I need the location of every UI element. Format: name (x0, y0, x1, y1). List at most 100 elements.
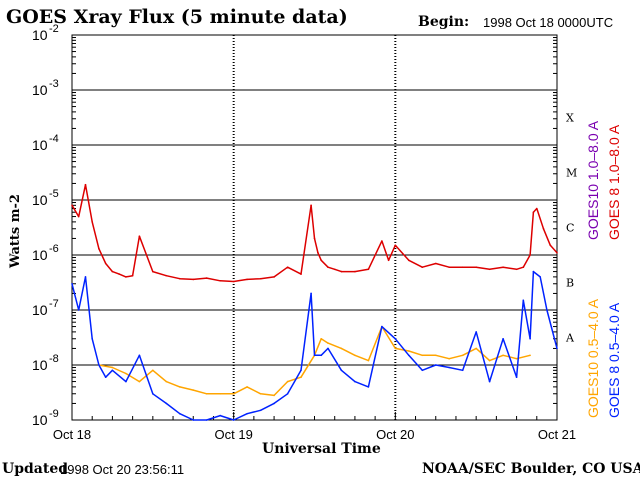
series-point (421, 369, 424, 372)
series-point (165, 274, 168, 277)
series-point (448, 266, 451, 269)
series-point (71, 283, 73, 285)
series-point (421, 354, 424, 357)
series-point (219, 393, 221, 395)
series-point (515, 376, 518, 379)
series-point (84, 276, 87, 278)
series-point (354, 354, 356, 357)
chart-title: GOES Xray Flux (5 minute data) (6, 6, 348, 28)
y-tick-label: 10 (32, 412, 48, 428)
series-point (394, 347, 397, 350)
series-point (259, 393, 262, 395)
series-point (475, 347, 478, 350)
series-point (310, 292, 312, 295)
series-point (152, 393, 154, 395)
y-tick-label: 10 (32, 192, 48, 208)
series-point (408, 259, 410, 262)
series-point (152, 270, 154, 273)
series-line (71, 270, 558, 421)
series-point (111, 369, 114, 372)
y-tick-label: 10 (32, 302, 48, 318)
plot-frame (71, 34, 558, 421)
series-point (286, 380, 289, 383)
series-point (327, 347, 329, 350)
x-tick-label: Oct 19 (215, 427, 253, 442)
series-point (273, 402, 275, 405)
series-point (232, 393, 235, 395)
series-point (104, 262, 107, 265)
series-point (408, 350, 410, 352)
updated-value: 1998 Oct 20 23:56:11 (60, 462, 185, 477)
series-point (381, 240, 383, 242)
series-point (408, 354, 410, 357)
series-point (77, 215, 80, 218)
updated-label: Updated (2, 461, 69, 477)
series-point (313, 354, 316, 357)
series-point (367, 268, 370, 271)
series-point (192, 419, 195, 421)
series-point (327, 342, 329, 344)
series-point (192, 278, 195, 281)
y-tick-label: 10 (32, 82, 48, 98)
series-point (461, 266, 464, 269)
series-point (529, 254, 531, 256)
credit-text: NOAA/SEC Boulder, CO USA (422, 461, 640, 477)
begin-value: 1998 Oct 18 0000UTC (483, 15, 614, 30)
series-point (556, 251, 558, 254)
series-point (394, 244, 397, 247)
series-point (488, 380, 491, 383)
series-point (131, 274, 134, 277)
series-point (435, 262, 437, 265)
series-point (165, 402, 168, 405)
series-point (549, 244, 552, 247)
series-point (286, 393, 289, 395)
x-axis-label: Universal Time (262, 441, 381, 457)
series-point (125, 372, 127, 375)
series-point (259, 409, 262, 412)
series-point (300, 273, 302, 275)
series-point (192, 389, 195, 391)
y-tick-exponent: -3 (49, 78, 59, 90)
series-point (219, 280, 221, 282)
series-point (232, 280, 235, 283)
series-point (532, 270, 535, 273)
series-point (179, 386, 181, 388)
series-point (111, 270, 114, 273)
series-point (340, 347, 343, 350)
series-point (320, 338, 323, 340)
series-point (205, 393, 208, 395)
series-point (320, 259, 323, 262)
series-point (502, 266, 504, 269)
series-point (354, 380, 356, 383)
series-point (475, 331, 478, 333)
y-tick-exponent: -6 (49, 243, 59, 255)
series-point (387, 259, 390, 262)
series-point (475, 266, 478, 269)
series-point (488, 268, 491, 271)
series-point (246, 412, 248, 415)
series-point (300, 376, 302, 379)
series-point (536, 207, 538, 210)
series-point (515, 357, 518, 360)
y-tick-label: 10 (32, 247, 48, 263)
x-tick-label: Oct 21 (538, 427, 576, 442)
x-tick-label: Oct 18 (53, 427, 91, 442)
series-point (310, 204, 312, 207)
y-tick-label: 10 (32, 27, 48, 43)
series-point (333, 268, 336, 271)
series-point (313, 237, 316, 240)
y-tick-label: 10 (32, 357, 48, 373)
begin-label: Begin: (418, 14, 470, 30)
series-point (300, 369, 302, 372)
series-point (273, 276, 275, 278)
series-point (515, 268, 518, 271)
series-point (532, 211, 535, 213)
series-point (502, 354, 504, 357)
series-point (327, 266, 329, 269)
series-point (556, 347, 558, 350)
series-point (91, 338, 93, 340)
series-point (542, 228, 545, 230)
series-point (529, 354, 531, 357)
series-point (448, 366, 451, 369)
